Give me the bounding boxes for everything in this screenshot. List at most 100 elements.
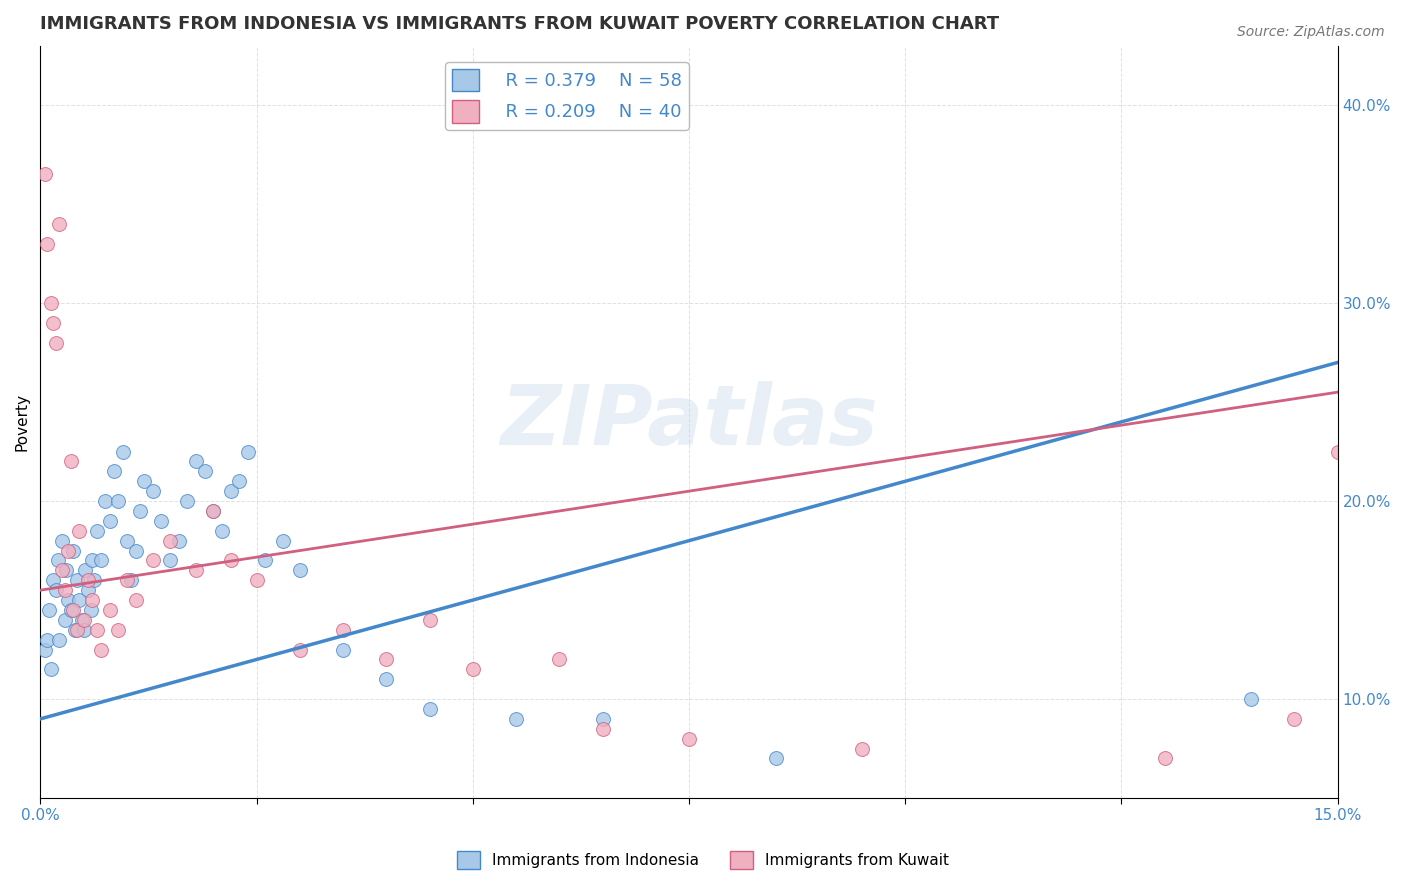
Point (1240, 692, 1263, 706)
Point (98, 514, 121, 528)
Point (77, 583, 100, 598)
Point (34, 167, 56, 181)
Point (548, 652, 571, 666)
Point (142, 553, 165, 567)
Point (124, 543, 146, 558)
Text: ZIPatlas: ZIPatlas (501, 382, 877, 462)
Point (75, 563, 97, 577)
Point (94, 494, 117, 508)
Point (51, 563, 73, 577)
Point (765, 751, 787, 765)
Point (42, 316, 65, 330)
Point (202, 504, 225, 518)
Y-axis label: Poverty: Poverty (15, 392, 30, 450)
Point (419, 613, 441, 627)
Point (851, 741, 873, 756)
Point (53, 613, 76, 627)
Point (42, 574, 65, 588)
Point (48, 217, 70, 231)
Point (70, 613, 93, 627)
Point (167, 533, 190, 548)
Point (134, 475, 156, 489)
Point (46, 553, 69, 567)
Point (59, 454, 82, 468)
Point (66, 623, 89, 637)
Point (505, 712, 527, 726)
Point (115, 574, 138, 588)
Point (67, 524, 90, 538)
Point (592, 722, 614, 736)
Point (592, 712, 614, 726)
Point (34, 642, 56, 657)
Point (202, 504, 225, 518)
Point (83, 574, 105, 588)
Point (124, 593, 146, 607)
Text: Source: ZipAtlas.com: Source: ZipAtlas.com (1237, 25, 1385, 39)
Text: IMMIGRANTS FROM INDONESIA VS IMMIGRANTS FROM KUWAIT POVERTY CORRELATION CHART: IMMIGRANTS FROM INDONESIA VS IMMIGRANTS … (41, 15, 1000, 33)
Point (461, 662, 484, 676)
Point (159, 553, 181, 567)
Point (150, 514, 173, 528)
Point (1284, 712, 1306, 726)
Legend:   R = 0.379    N = 58,   R = 0.209    N = 40: R = 0.379 N = 58, R = 0.209 N = 40 (446, 62, 689, 129)
Point (63, 623, 86, 637)
Point (37, 236, 59, 251)
Point (288, 563, 311, 577)
Point (120, 574, 142, 588)
Point (1326, 444, 1348, 458)
Point (90, 553, 112, 567)
Point (98, 603, 121, 617)
Point (55, 563, 77, 577)
Point (48, 632, 70, 647)
Point (82, 553, 104, 567)
Point (73, 613, 96, 627)
Point (228, 475, 250, 489)
Point (211, 524, 233, 538)
Point (236, 444, 259, 458)
Point (53, 583, 76, 598)
Point (82, 593, 104, 607)
Point (194, 464, 217, 478)
Point (45, 583, 67, 598)
Point (375, 673, 398, 687)
Point (67, 593, 90, 607)
Point (79, 603, 101, 617)
Point (59, 603, 82, 617)
Point (254, 553, 277, 567)
Point (86, 524, 108, 538)
Point (39, 296, 62, 310)
Point (37, 632, 59, 647)
Point (159, 533, 181, 548)
Point (332, 623, 354, 637)
Point (184, 563, 207, 577)
Point (111, 444, 134, 458)
Point (184, 454, 207, 468)
Point (176, 494, 198, 508)
Point (103, 464, 125, 478)
Point (246, 574, 269, 588)
Point (45, 335, 67, 350)
Point (62, 603, 84, 617)
Point (332, 642, 354, 657)
Point (375, 652, 398, 666)
Point (115, 533, 138, 548)
Legend: Immigrants from Indonesia, Immigrants from Kuwait: Immigrants from Indonesia, Immigrants fr… (451, 845, 955, 875)
Point (73, 623, 96, 637)
Point (107, 623, 129, 637)
Point (38, 603, 60, 617)
Point (66, 574, 89, 588)
Point (271, 533, 294, 548)
Point (219, 484, 242, 499)
Point (51, 533, 73, 548)
Point (288, 642, 311, 657)
Point (77, 574, 100, 588)
Point (56, 593, 79, 607)
Point (86, 623, 108, 637)
Point (90, 642, 112, 657)
Point (419, 702, 441, 716)
Point (39, 662, 62, 676)
Point (56, 543, 79, 558)
Point (219, 553, 242, 567)
Point (107, 494, 129, 508)
Point (1153, 751, 1175, 765)
